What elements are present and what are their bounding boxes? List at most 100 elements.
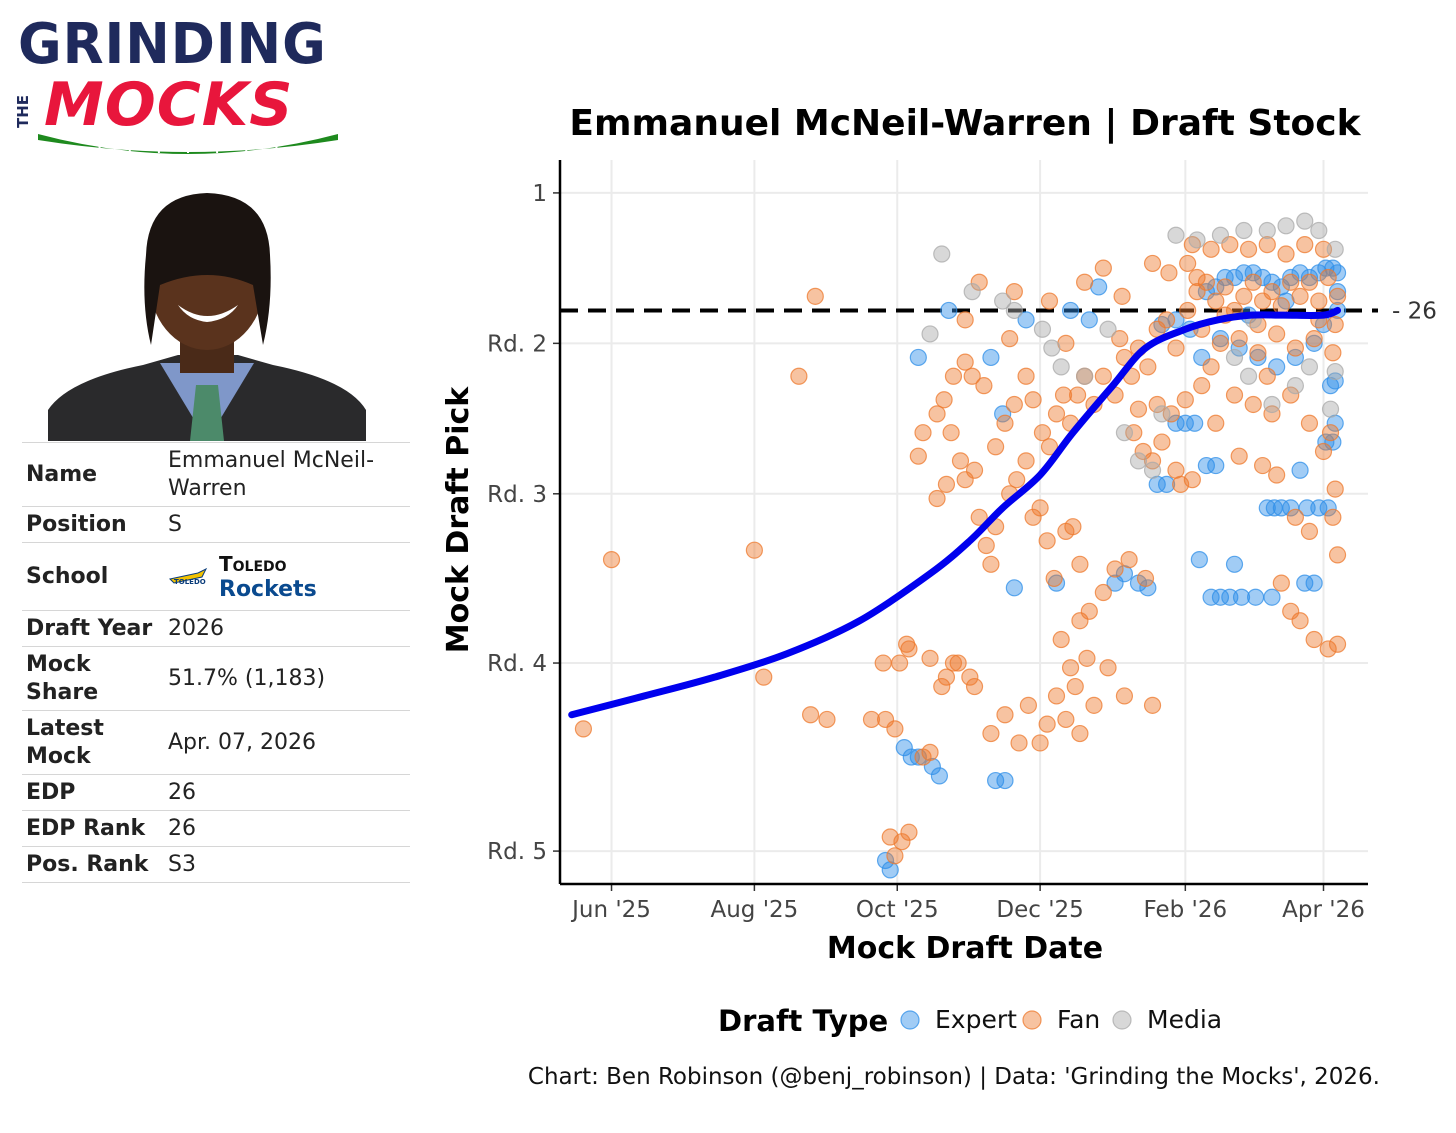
point-expert: [1216, 268, 1234, 287]
point-media: [1310, 221, 1328, 240]
point-fan: [1254, 456, 1272, 475]
point-media: [1005, 301, 1023, 320]
point-fan: [1263, 283, 1281, 301]
point-fan: [1094, 259, 1112, 277]
point-expert: [1328, 264, 1347, 282]
point-fan: [987, 438, 1005, 456]
point-media: [1043, 339, 1061, 357]
point-expert: [1017, 311, 1035, 329]
point-fan: [982, 724, 1000, 743]
info-label: EDP: [22, 774, 164, 811]
point-fan: [1010, 734, 1028, 752]
point-fan: [1239, 240, 1258, 258]
y-tick-label: 1: [532, 181, 547, 207]
point-fan: [1291, 287, 1309, 305]
point-fan: [1300, 522, 1319, 541]
point-fan: [1225, 386, 1244, 404]
point-fan: [1054, 386, 1073, 404]
point-fan: [970, 508, 988, 526]
point-expert: [1061, 301, 1080, 320]
point-fan: [1017, 367, 1035, 385]
point-media: [1300, 358, 1319, 376]
point-fan: [1136, 569, 1155, 588]
point-expert: [1221, 588, 1239, 606]
y-axis-label: Mock Draft Pick: [441, 386, 476, 653]
point-fan: [970, 273, 988, 291]
point-fan: [1263, 405, 1281, 423]
point-fan: [1172, 475, 1190, 493]
point-fan: [1115, 687, 1134, 705]
point-fan: [801, 706, 820, 724]
y-tick-label: Rd. 3: [487, 482, 547, 508]
point-expert: [1190, 551, 1208, 569]
point-fan: [965, 461, 984, 479]
point-fan: [790, 367, 808, 385]
point-media: [1286, 377, 1304, 395]
point-fan: [1019, 696, 1038, 714]
point-expert: [1310, 499, 1328, 517]
point-fan: [1031, 734, 1049, 752]
point-fan: [1167, 339, 1185, 357]
point-expert: [895, 739, 913, 757]
point-expert: [1263, 273, 1281, 291]
axes: Jun '25 Aug '25 Oct '25 Dec '25 Feb '26 Apr '…: [487, 160, 1368, 923]
point-expert: [1291, 461, 1309, 479]
point-fan: [745, 541, 763, 559]
point-fan: [1328, 635, 1347, 653]
point-expert: [1286, 348, 1304, 367]
point-fan: [1160, 264, 1178, 282]
point-fan: [1038, 715, 1056, 733]
point-fan: [1326, 480, 1344, 498]
point-fan: [1047, 405, 1066, 423]
point-fan: [1120, 551, 1138, 569]
point-fan: [1188, 268, 1206, 287]
point-fan: [1071, 555, 1089, 573]
point-expert: [1225, 555, 1244, 573]
info-value-latest-mock: Apr. 07, 2026: [164, 710, 410, 775]
point-expert: [1232, 588, 1251, 606]
x-tick-label: Jun '25: [570, 897, 651, 923]
info-value-edp: 26: [164, 774, 410, 811]
point-fan: [963, 367, 981, 385]
point-media: [1052, 358, 1070, 376]
point-fan: [1040, 292, 1059, 310]
legend-label-fan: Fan: [1057, 1005, 1100, 1034]
info-row-edp-rank: EDP Rank 26: [22, 810, 410, 847]
point-fan: [1139, 358, 1157, 376]
point-fan: [1244, 273, 1262, 291]
point-expert: [1197, 456, 1216, 475]
point-expert: [1167, 414, 1185, 432]
y-tick-label: Rd. 5: [487, 839, 547, 865]
point-fan: [1024, 508, 1042, 526]
point-expert: [1080, 311, 1098, 329]
point-expert: [1246, 588, 1265, 606]
info-row-school: School TOLEDO Toledo Rockets: [22, 542, 410, 611]
point-media: [1115, 424, 1134, 442]
info-label: Mock Share: [22, 646, 164, 711]
point-fan: [1310, 292, 1328, 310]
point-expert: [1211, 330, 1230, 348]
point-expert: [996, 771, 1014, 790]
point-fan: [1197, 273, 1216, 291]
x-tick-label: Oct '25: [856, 897, 939, 923]
logo-line2: MOCKS: [44, 70, 294, 140]
point-fan: [1291, 612, 1309, 630]
point-fan: [862, 710, 881, 729]
point-fan: [944, 654, 963, 672]
info-row-position: Position S: [22, 506, 410, 543]
point-fan: [1314, 240, 1333, 258]
info-label: EDP Rank: [22, 810, 164, 847]
point-expert: [1328, 283, 1347, 301]
point-fan: [900, 823, 918, 841]
point-expert: [1244, 264, 1262, 282]
point-expert: [1263, 588, 1281, 606]
point-fan: [1031, 499, 1049, 517]
point-fan: [937, 475, 956, 493]
point-fan: [1129, 400, 1148, 418]
point-media: [1326, 240, 1344, 258]
chart-title: Emmanuel McNeil-Warren | Draft Stock: [569, 103, 1361, 144]
point-fan: [1085, 696, 1103, 714]
point-fan: [1286, 508, 1304, 526]
legend-label-media: Media: [1147, 1005, 1222, 1034]
info-value-draft-year: 2026: [164, 610, 410, 647]
